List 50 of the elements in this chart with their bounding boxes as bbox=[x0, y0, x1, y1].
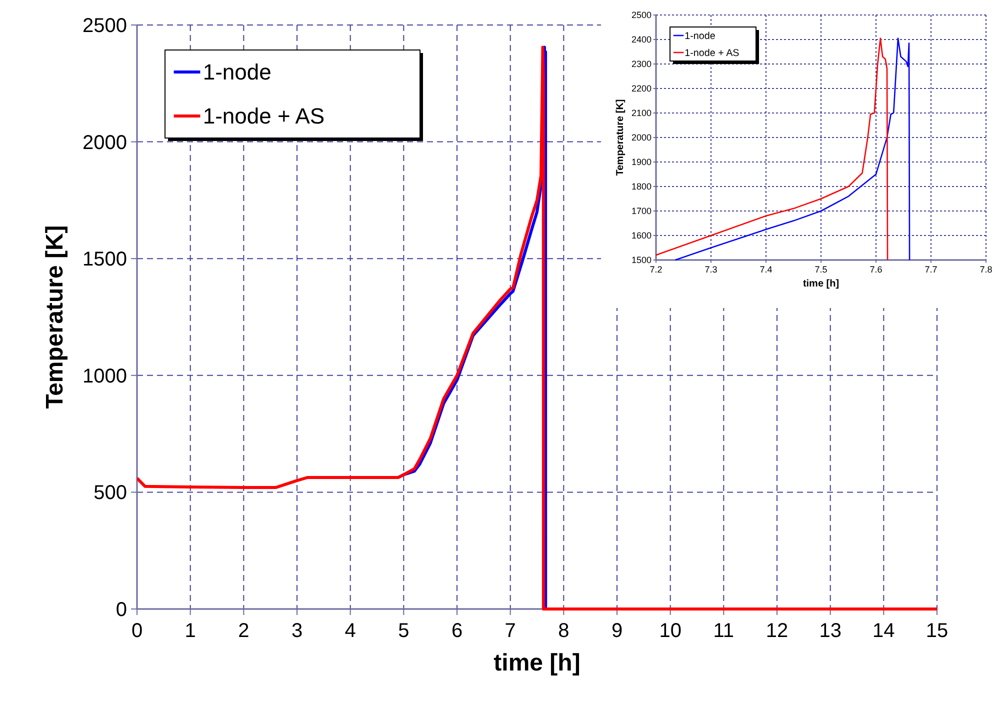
x-tick-label: 10 bbox=[659, 620, 682, 642]
y-tick-label: 2300 bbox=[631, 59, 652, 70]
x-tick-label: 7 bbox=[504, 620, 516, 642]
legend-label: 1-node bbox=[202, 60, 272, 85]
x-tick-label: 12 bbox=[766, 620, 788, 642]
x-tick-label: 0 bbox=[131, 620, 143, 642]
y-tick-label: 1800 bbox=[631, 182, 652, 192]
line-series bbox=[674, 38, 910, 261]
x-tick-label: 7.4 bbox=[760, 264, 772, 275]
x-tick-label: 8 bbox=[558, 620, 570, 642]
y-tick-label: 2500 bbox=[82, 15, 127, 37]
legend-label: 1-node bbox=[684, 30, 716, 42]
y-tick-label: 1500 bbox=[631, 255, 652, 266]
y-tick-label: 2400 bbox=[631, 34, 652, 45]
x-tick-label: 15 bbox=[926, 620, 948, 642]
y-tick-label: 2200 bbox=[631, 84, 652, 94]
y-tick-label: 0 bbox=[116, 599, 127, 621]
y-tick-label: 1900 bbox=[631, 157, 652, 168]
y-axis-title: Temperature [K] bbox=[42, 225, 69, 409]
y-tick-label: 2500 bbox=[631, 10, 652, 20]
x-tick-label: 3 bbox=[291, 620, 303, 642]
x-tick-label: 1 bbox=[184, 620, 196, 642]
y-tick-label: 2000 bbox=[631, 132, 652, 143]
x-tick-label: 7.7 bbox=[924, 264, 938, 275]
x-tick-label: 5 bbox=[398, 620, 410, 642]
x-tick-label: 7.3 bbox=[704, 264, 718, 275]
x-axis-title: time [h] bbox=[494, 650, 580, 677]
x-tick-label: 13 bbox=[819, 620, 842, 642]
y-tick-label: 1500 bbox=[82, 248, 127, 271]
y-axis-title: Temperature [K] bbox=[615, 99, 626, 176]
y-tick-label: 1600 bbox=[631, 230, 652, 241]
x-tick-label: 7.6 bbox=[870, 264, 882, 275]
x-tick-label: 6 bbox=[451, 620, 463, 642]
legend-label: 1-node + AS bbox=[684, 48, 740, 59]
x-tick-label: 9 bbox=[611, 620, 623, 642]
legend-label: 1-node + AS bbox=[202, 104, 325, 129]
y-tick-label: 1700 bbox=[631, 206, 652, 216]
x-tick-label: 7.5 bbox=[814, 264, 828, 275]
x-tick-label: 7.2 bbox=[650, 264, 662, 275]
x-tick-label: 2 bbox=[238, 620, 250, 642]
x-tick-label: 4 bbox=[344, 620, 356, 642]
y-tick-label: 1000 bbox=[82, 365, 127, 388]
y-tick-label: 500 bbox=[94, 482, 127, 504]
x-axis-title: time [h] bbox=[802, 278, 840, 290]
y-tick-label: 2000 bbox=[82, 132, 127, 154]
line-series bbox=[656, 38, 888, 261]
x-tick-label: 7.8 bbox=[980, 264, 992, 275]
y-tick-label: 2100 bbox=[631, 108, 652, 118]
x-tick-label: 11 bbox=[713, 620, 734, 642]
x-tick-label: 14 bbox=[872, 620, 895, 642]
